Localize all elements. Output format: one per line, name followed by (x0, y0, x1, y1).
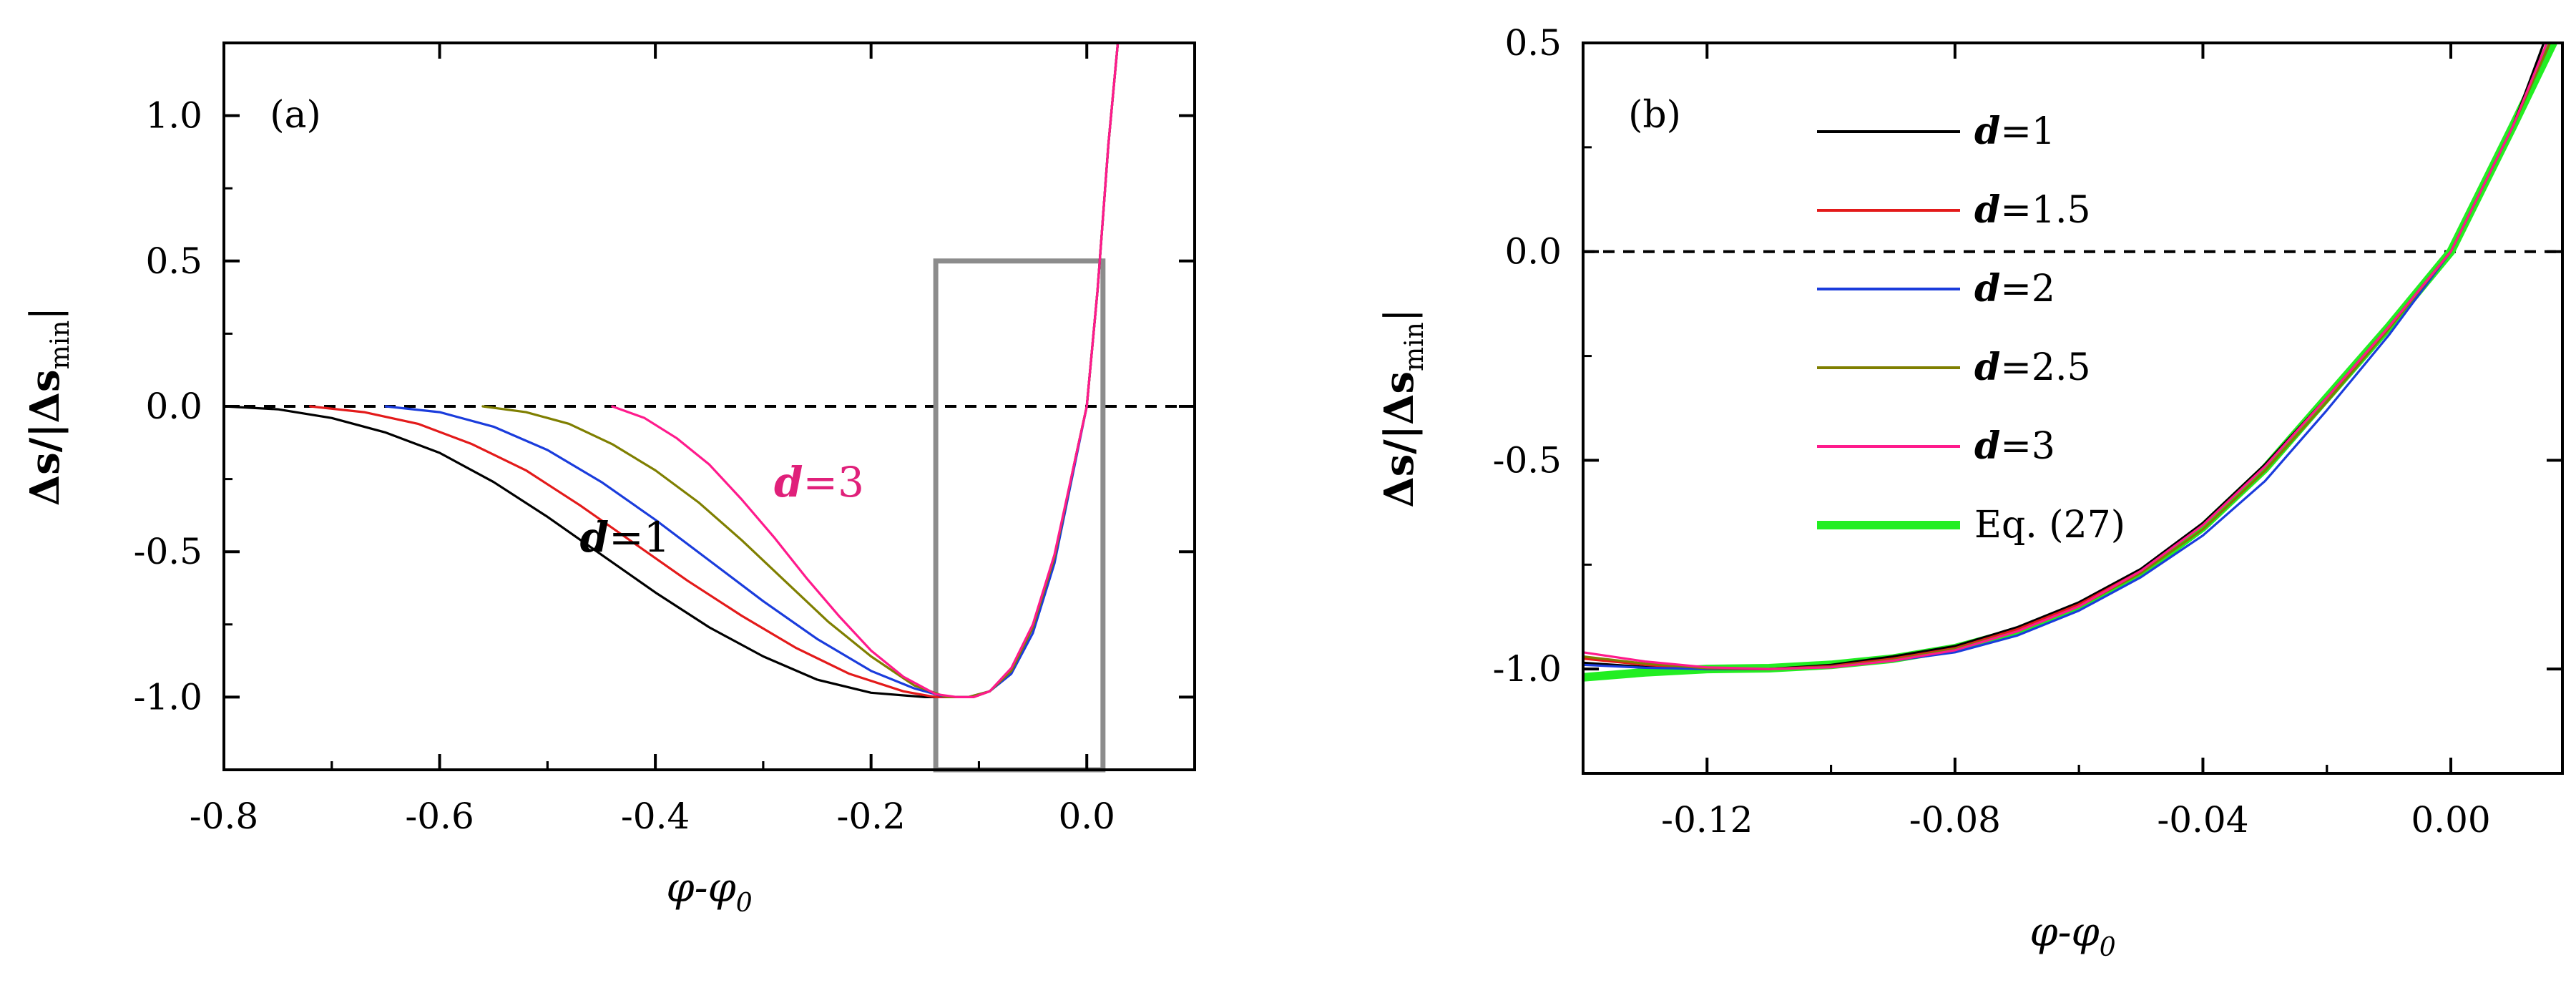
x-tick-label: 0.00 (2411, 799, 2490, 841)
legend-value: =3 (2000, 425, 2055, 468)
x-axis-label-subscript: 0 (736, 889, 753, 918)
series-group (1583, 43, 2557, 682)
x-tick-label: -0.04 (2157, 799, 2248, 841)
series-group (224, 43, 1120, 699)
x-axis-label-main: φ-φ (666, 865, 735, 911)
legend-value: =1.5 (2000, 189, 2090, 232)
annotation-variable: d (580, 513, 609, 562)
y-tick-label: -1.0 (134, 676, 202, 718)
y-axis-label-subscript: min (46, 321, 75, 370)
legend-label: d=2.5 (1974, 346, 2091, 389)
y-tick-label: 0.0 (1504, 231, 1562, 273)
legend-variable: d (1974, 188, 2000, 232)
y-tick-label: -0.5 (134, 531, 202, 572)
y-axis-label-subscript: min (1400, 322, 1429, 371)
legend-variable: d (1974, 267, 2000, 310)
y-axis-label-close: | (1376, 308, 1423, 322)
legend-value: =2 (2000, 268, 2055, 310)
series-line-d-1-5 (309, 43, 1120, 699)
legend-label: d=1.5 (1974, 188, 2091, 232)
annotation-value: =3 (803, 458, 865, 507)
legend-value: =2.5 (2000, 346, 2090, 389)
x-tick-label: -0.12 (1661, 799, 1753, 841)
x-tick-label: 0.0 (1058, 796, 1115, 837)
y-tick-label: -0.5 (1493, 439, 1562, 481)
x-tick-label: -0.2 (836, 796, 905, 837)
x-axis-label: φ-φ0 (2029, 909, 2115, 962)
legend-label: d=2 (1974, 267, 2055, 310)
y-tick-label: 0.5 (145, 240, 202, 282)
x-axis-label-subscript: 0 (2100, 933, 2116, 962)
legend-value: Eq. (27) (1974, 504, 2125, 547)
legend-variable: d (1974, 109, 2000, 153)
legend-value: =1 (2000, 110, 2055, 153)
panel-a: -0.8 -0.6 -0.4 -0.2 0.0 -1.0 -0.5 0.0 0.5 1.0 (a) φ… (21, 41, 1196, 918)
x-tick-label: -0.08 (1909, 799, 2001, 841)
annotation-value: =1 (609, 513, 670, 562)
y-axis-label-main: Δs/|Δs (1376, 371, 1423, 508)
panel-b: -0.12 -0.08 -0.04 0.00 -1.0 -0.5 0.0 0.5 (b) φ-φ0… (1376, 22, 2564, 962)
y-axis-label: Δs/|Δsmin| (21, 307, 75, 507)
legend: d=1d=1.5d=2d=2.5d=3Eq. (27) (1817, 109, 2125, 547)
x-tick-label: -0.8 (190, 796, 258, 837)
legend-label: d=3 (1974, 424, 2055, 468)
panel-label: (a) (270, 94, 321, 137)
x-axis-label-main: φ-φ (2029, 909, 2099, 956)
x-tick-label: -0.4 (621, 796, 690, 837)
x-tick-label: -0.6 (405, 796, 474, 837)
series-line-d-2-5 (481, 43, 1120, 699)
legend-variable: d (1974, 424, 2000, 468)
zoom-region-box (933, 258, 1106, 773)
series-line-d-2 (384, 43, 1120, 699)
annotation-variable: d (774, 458, 803, 507)
y-axis-label: Δs/|Δsmin| (1376, 308, 1429, 508)
series-line-d-3 (1583, 43, 2548, 670)
curve-annotation: d=1 (580, 513, 670, 562)
legend-variable: d (1974, 346, 2000, 389)
y-tick-label: 0.5 (1504, 22, 1562, 64)
y-tick-label: -1.0 (1493, 648, 1562, 690)
x-axis-label: φ-φ0 (666, 865, 752, 918)
axes-frame (1582, 41, 2564, 775)
legend-label: Eq. (27) (1974, 504, 2125, 547)
y-tick-label: 1.0 (145, 95, 202, 137)
y-tick-label: 0.0 (145, 386, 202, 427)
panel-label: (b) (1628, 94, 1681, 137)
legend-label: d=1 (1974, 109, 2055, 153)
series-line-d-3 (611, 43, 1120, 699)
y-axis-label-close: | (22, 307, 69, 321)
curve-annotation: d=3 (774, 458, 864, 507)
series-line-d-1 (224, 43, 1120, 699)
y-axis-label-main: Δs/|Δs (21, 369, 69, 506)
